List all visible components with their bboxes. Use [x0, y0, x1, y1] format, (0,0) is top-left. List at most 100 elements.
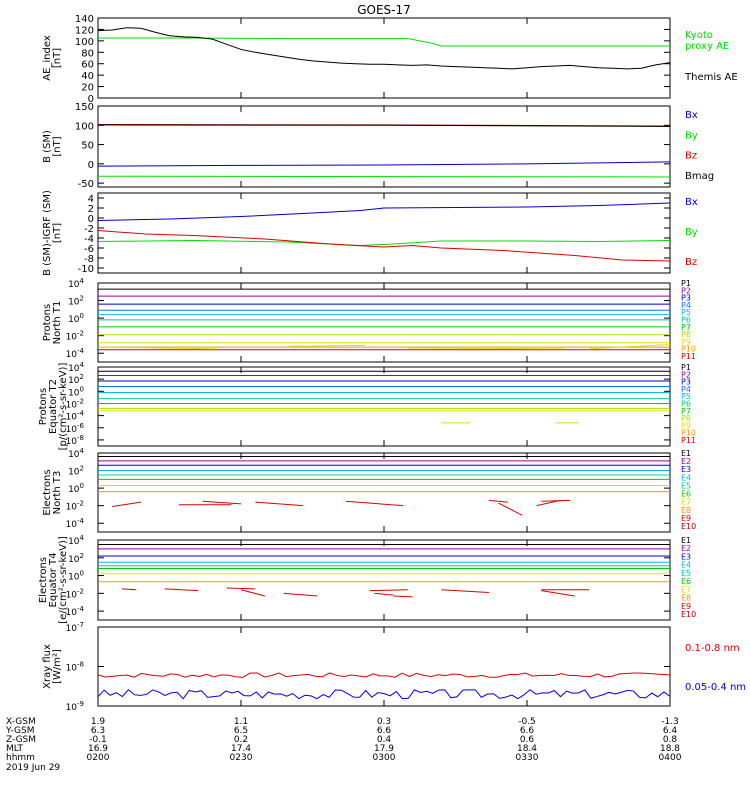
y-tick-label: 40	[81, 71, 94, 82]
series-line-by	[97, 175, 671, 178]
y-tick-label: 104	[68, 534, 84, 547]
plot-date: 2019 Jun 29	[6, 763, 60, 773]
y-axis-label: B (SM)	[42, 130, 53, 163]
y-tick-label: 10-2	[66, 500, 84, 513]
legend-e4: E4	[681, 561, 691, 570]
x-axis-value: 18.8	[660, 744, 680, 754]
legend-themis-ae: Themis AE	[684, 72, 738, 83]
y-tick-label: 104	[68, 277, 84, 290]
legend-p2: P2	[681, 286, 691, 295]
legend-p10: P10	[681, 429, 696, 438]
x-axis-row-label: hhmm	[6, 753, 35, 763]
series-line-0-1-0-8-nm	[97, 672, 671, 678]
series-fragment	[369, 589, 408, 592]
legend-e10: E10	[681, 610, 696, 619]
series-fragment	[374, 592, 394, 596]
series-fragment	[588, 343, 671, 350]
panel-2: -50 0 50 100 150 B (SM) [nT] Bx By Bz Bmag	[42, 102, 714, 190]
legend-e1: E1	[681, 449, 691, 458]
y-tick-label: 100	[68, 570, 84, 583]
x-axis-value: 6.5	[234, 726, 248, 736]
panel-4: 10-4 10-2 100 102 104 Protons North T1 P1P2P3P4…	[42, 277, 696, 363]
legend-e2: E2	[681, 457, 691, 466]
y-tick-label: 10-4	[66, 347, 85, 360]
x-axis-value: 6.3	[91, 726, 105, 736]
x-axis-value: 0.3	[377, 717, 391, 727]
y-tick-label: 2	[88, 204, 94, 215]
series-line-bx	[97, 161, 671, 167]
y-tick-label: 0	[88, 94, 94, 105]
legend-e6: E6	[681, 490, 691, 499]
y-tick-label: 10-8	[66, 661, 84, 674]
x-axis-value: 0.2	[234, 735, 248, 745]
y-tick-label: 120	[75, 25, 94, 36]
panel-frame	[97, 366, 671, 447]
series-fragment	[541, 590, 575, 597]
legend-p3: P3	[681, 294, 691, 303]
y-tick-label: -2	[84, 224, 94, 235]
y-tick-label: 100	[68, 385, 84, 398]
y-axis-label: [p/(cm²-s-sr-keV)]	[58, 363, 69, 451]
y-axis-label: Equator T4	[48, 553, 59, 608]
y-tick-label: 102	[68, 295, 84, 308]
legend-e8: E8	[681, 594, 691, 603]
x-axis-value: 1.1	[234, 717, 248, 727]
series-fragment	[283, 592, 318, 597]
legend-0-05-0-4-nm: 0.05-0.4 nm	[685, 682, 746, 693]
y-axis-label: [nT]	[52, 136, 63, 156]
series-line-by	[97, 239, 671, 247]
series-fragment	[407, 347, 566, 350]
legend-p2: P2	[681, 370, 691, 379]
panel-frame	[97, 192, 671, 274]
series-fragment	[441, 589, 489, 593]
legend-e10: E10	[681, 522, 696, 531]
series-fragment	[255, 501, 304, 507]
y-tick-label: 104	[68, 361, 84, 374]
x-axis-row-label: Y-GSM	[5, 726, 34, 736]
y-axis-label: B (SM)-IGRF (SM)	[42, 190, 53, 276]
y-tick-label: 60	[81, 60, 94, 71]
y-axis-label: [e/(cm²-s-sr-keV)]	[58, 536, 69, 624]
legend-kyoto-proxy-ae: Kyoto	[685, 30, 713, 41]
x-axis-value: 0.6	[520, 735, 535, 745]
legend-e7: E7	[681, 585, 691, 594]
legend-p7: P7	[681, 323, 691, 332]
y-tick-label: 80	[81, 48, 94, 59]
legend-e3: E3	[681, 465, 691, 474]
y-axis-label: North T1	[52, 301, 63, 345]
legend-p10: P10	[681, 345, 696, 354]
legend-p11: P11	[681, 352, 696, 361]
legend-p7: P7	[681, 407, 691, 416]
legend-p8: P8	[681, 414, 691, 423]
y-axis-label: North T3	[52, 471, 63, 515]
x-axis-row-label: MLT	[6, 744, 24, 754]
legend-e9: E9	[681, 602, 691, 611]
y-axis-label: Electrons	[42, 469, 53, 515]
y-tick-label: 150	[75, 102, 94, 113]
y-axis-label: [W/m²]	[52, 649, 63, 684]
series-fragment	[112, 501, 141, 508]
legend-e3: E3	[681, 552, 691, 561]
x-axis-value: -1.3	[661, 717, 679, 727]
x-axis-row-label: X-GSM	[6, 717, 36, 727]
legend-bx: Bx	[685, 110, 698, 121]
legend-p8: P8	[681, 330, 691, 339]
x-axis-value: 0.8	[663, 735, 678, 745]
x-axis-value: -0.1	[89, 735, 107, 745]
panel-frame	[97, 17, 671, 99]
series-line-bz	[97, 230, 671, 262]
y-tick-label: 100	[68, 312, 84, 325]
legend-e5: E5	[681, 569, 691, 578]
legend-e4: E4	[681, 473, 691, 482]
y-axis-label: [nT]	[52, 48, 63, 68]
y-tick-label: -6	[84, 244, 94, 255]
series-line-bmag	[97, 124, 671, 127]
y-tick-label: 0	[88, 214, 94, 225]
series-line-kyoto-proxy-ae	[98, 37, 670, 47]
series-fragment	[240, 589, 265, 597]
x-axis-value: 0330	[516, 753, 539, 763]
x-axis-value: 0400	[659, 753, 682, 763]
